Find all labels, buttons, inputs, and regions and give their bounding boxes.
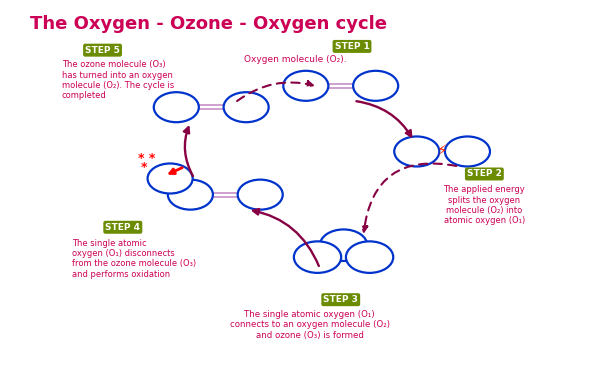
Text: STEP 1: STEP 1	[335, 42, 370, 51]
Circle shape	[353, 71, 398, 101]
Circle shape	[168, 180, 213, 210]
Circle shape	[283, 71, 329, 101]
Text: ⚡: ⚡	[437, 143, 448, 158]
Circle shape	[294, 242, 341, 273]
Text: The ozone molecule (O₃)
has turned into an oxygen
molecule (O₂). The cycle is
co: The ozone molecule (O₃) has turned into …	[62, 60, 174, 101]
Text: STEP 4: STEP 4	[105, 223, 140, 232]
Circle shape	[238, 180, 283, 210]
Text: The single atomic
oxygen (O₁) disconnects
from the ozone molecule (O₃)
and perfo: The single atomic oxygen (O₁) disconnect…	[72, 239, 196, 279]
Circle shape	[223, 92, 269, 122]
Circle shape	[147, 163, 193, 194]
Text: STEP 2: STEP 2	[467, 169, 502, 178]
Circle shape	[320, 229, 367, 261]
Circle shape	[346, 242, 393, 273]
Text: The single atomic oxygen (O₁)
connects to an oxygen molecule (O₂)
and ozone (O₃): The single atomic oxygen (O₁) connects t…	[230, 310, 390, 339]
Circle shape	[445, 136, 490, 166]
Circle shape	[154, 92, 199, 122]
Circle shape	[394, 136, 439, 166]
Text: * *: * *	[138, 152, 155, 166]
Text: *: *	[140, 161, 147, 175]
Text: STEP 3: STEP 3	[323, 295, 358, 304]
Text: The applied energy
splits the oxygen
molecule (O₂) into
atomic oxygen (O₁): The applied energy splits the oxygen mol…	[443, 185, 525, 225]
Text: The Oxygen - Ozone - Oxygen cycle: The Oxygen - Ozone - Oxygen cycle	[30, 14, 387, 33]
Text: STEP 5: STEP 5	[85, 46, 120, 55]
Text: Oxygen molecule (O₂).: Oxygen molecule (O₂).	[245, 55, 347, 64]
